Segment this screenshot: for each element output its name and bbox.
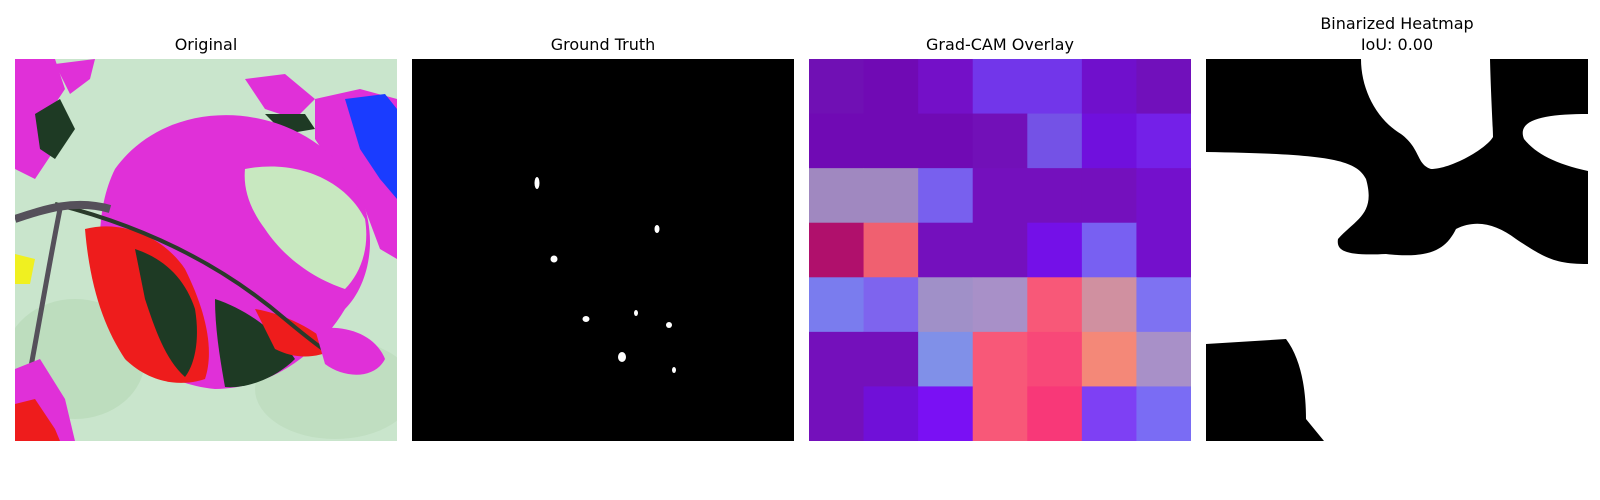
gradcam-cell xyxy=(972,113,1028,169)
gradcam-cell xyxy=(918,168,974,224)
panel-title-original: Original xyxy=(174,35,238,54)
gradcam-cell xyxy=(863,331,919,387)
gradcam-cell xyxy=(972,331,1028,387)
gradcam-cell xyxy=(972,222,1028,278)
gradcam-cell xyxy=(918,386,974,441)
gradcam-cell xyxy=(918,277,974,333)
gradcam-cell xyxy=(1027,113,1083,169)
gradcam-overlay xyxy=(809,59,1191,441)
magenta-patch xyxy=(245,74,315,119)
original-image-svg xyxy=(15,59,397,441)
binarized-heatmap-svg xyxy=(1206,59,1588,441)
original-image xyxy=(15,59,397,441)
leaf-dark-region xyxy=(135,249,197,377)
gradcam-cell xyxy=(1081,222,1137,278)
gradcam-overlay-svg xyxy=(809,59,1191,441)
mask-spot xyxy=(654,225,660,233)
gradcam-cell xyxy=(1081,386,1137,441)
blue-patch xyxy=(345,94,397,199)
gradcam-cell xyxy=(1081,59,1137,115)
gradcam-cell xyxy=(809,59,865,115)
gradcam-cell xyxy=(1027,331,1083,387)
gradcam-cell xyxy=(1136,59,1191,115)
gradcam-cell xyxy=(809,113,865,169)
gradcam-cell xyxy=(1081,113,1137,169)
gradcam-cell xyxy=(972,386,1028,441)
mask-background xyxy=(412,59,794,441)
gradcam-cell xyxy=(1027,168,1083,224)
gradcam-cell xyxy=(1136,113,1191,169)
panel-title-binarized-heatmap: Binarized Heatmap IoU: 0.00 xyxy=(1207,13,1587,55)
gradcam-cell xyxy=(1136,386,1191,441)
gradcam-cell xyxy=(809,331,865,387)
heatmap-region-upper xyxy=(1206,59,1588,264)
gradcam-cell xyxy=(1081,168,1137,224)
gradcam-cell xyxy=(809,222,865,278)
gradcam-cell xyxy=(863,168,919,224)
dark-patch xyxy=(265,114,315,134)
gradcam-cell xyxy=(1136,277,1191,333)
gradcam-cell xyxy=(972,277,1028,333)
panel-title-ground-truth: Ground Truth xyxy=(550,35,656,54)
leaf-dark-region xyxy=(215,299,295,388)
red-patch xyxy=(15,399,60,441)
gradcam-cell xyxy=(809,386,865,441)
gradcam-cell xyxy=(1027,59,1083,115)
leaf-pale-region xyxy=(244,166,367,289)
gradcam-cell xyxy=(863,386,919,441)
gradcam-cell xyxy=(1136,222,1191,278)
gradcam-cell xyxy=(1027,277,1083,333)
ground-truth-mask xyxy=(412,59,794,441)
mask-spot xyxy=(618,352,626,362)
binarized-heatmap-title-line: Binarized Heatmap xyxy=(1320,14,1474,33)
gradcam-cell xyxy=(1136,331,1191,387)
mask-spot xyxy=(582,316,590,322)
heatmap-region-lower xyxy=(1206,339,1324,441)
gradcam-cell xyxy=(972,59,1028,115)
gradcam-cell xyxy=(1081,277,1137,333)
ground-truth-svg xyxy=(412,59,794,441)
gradcam-cell xyxy=(1136,168,1191,224)
gradcam-cell xyxy=(863,59,919,115)
gradcam-cell xyxy=(1081,331,1137,387)
yellow-patch xyxy=(15,254,35,284)
gradcam-cell xyxy=(918,331,974,387)
mask-spot xyxy=(550,255,558,263)
gradcam-cell xyxy=(863,113,919,169)
gradcam-cell xyxy=(918,222,974,278)
gradcam-cell xyxy=(863,277,919,333)
gradcam-cell xyxy=(918,59,974,115)
mask-spot xyxy=(672,367,676,373)
gradcam-cell xyxy=(809,277,865,333)
iou-score-label: IoU: 0.00 xyxy=(1360,35,1434,54)
gradcam-cell xyxy=(1027,386,1083,441)
gradcam-cell xyxy=(1027,222,1083,278)
mask-spot xyxy=(634,310,638,316)
gradcam-cell xyxy=(918,113,974,169)
gradcam-cell xyxy=(863,222,919,278)
panel-title-gradcam-overlay: Grad-CAM Overlay xyxy=(926,35,1074,54)
gradcam-cell xyxy=(972,168,1028,224)
mask-spot xyxy=(534,177,540,189)
mask-spot xyxy=(666,322,672,328)
gradcam-cell xyxy=(809,168,865,224)
magenta-patch xyxy=(315,327,385,375)
magenta-patch xyxy=(55,59,95,94)
binarized-heatmap xyxy=(1206,59,1588,441)
branch-stem xyxy=(15,200,112,223)
dark-patch xyxy=(35,99,75,159)
